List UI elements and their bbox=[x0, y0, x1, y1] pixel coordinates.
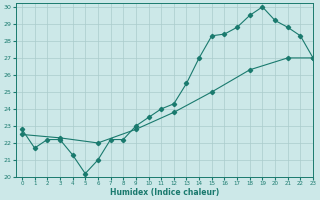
X-axis label: Humidex (Indice chaleur): Humidex (Indice chaleur) bbox=[110, 188, 219, 197]
